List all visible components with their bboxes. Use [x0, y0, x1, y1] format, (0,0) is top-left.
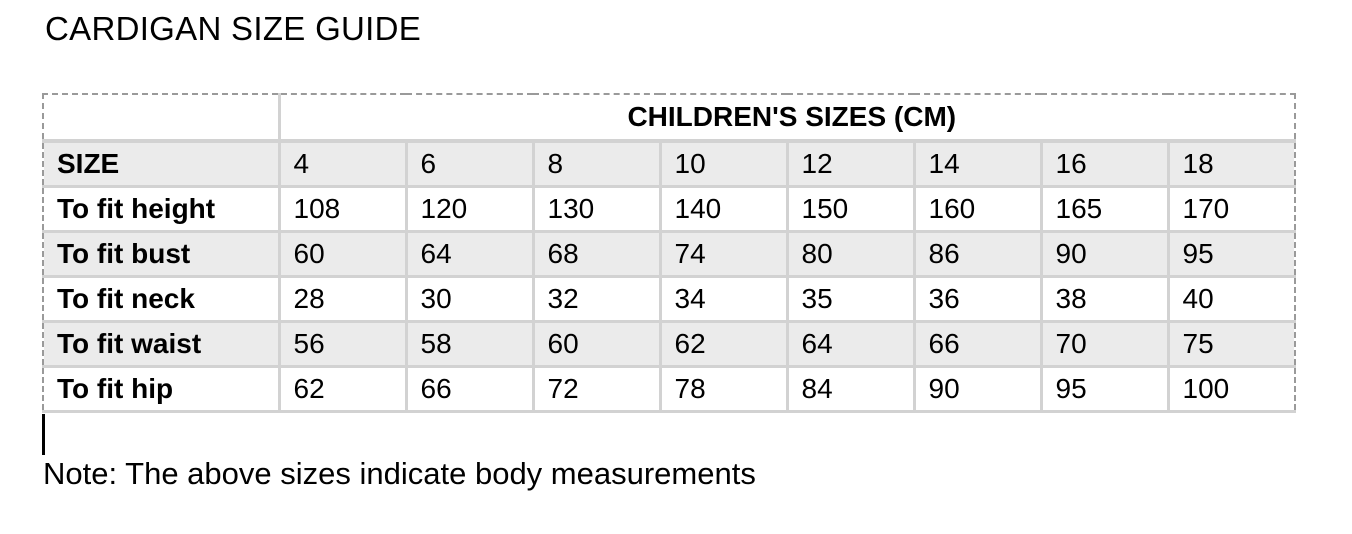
value-cell: 62	[658, 320, 789, 368]
value-cell: 80	[785, 230, 916, 278]
value-cell: 84	[785, 365, 916, 413]
value-cell: 72	[531, 365, 662, 413]
value-cell: 60	[531, 320, 662, 368]
value-cell: 40	[1166, 275, 1297, 323]
value-cell: 160	[912, 185, 1043, 233]
table-row-height: To fit height 108 120 130 140 150 160 16…	[42, 185, 1297, 233]
value-cell: 90	[1039, 230, 1170, 278]
value-cell: 100	[1166, 365, 1297, 413]
value-cell: 165	[1039, 185, 1170, 233]
size-guide-table: CHILDREN'S SIZES (CM) SIZE 4 6 8 10 12 1…	[42, 93, 1297, 413]
row-label-cell: SIZE	[42, 139, 281, 188]
value-cell: 75	[1166, 320, 1297, 368]
value-cell: 130	[531, 185, 662, 233]
page-title: CARDIGAN SIZE GUIDE	[45, 10, 422, 47]
value-cell: 66	[404, 365, 535, 413]
value-cell: 95	[1166, 230, 1297, 278]
value-cell: 68	[531, 230, 662, 278]
row-label-cell: To fit hip	[42, 365, 281, 413]
table-row-waist: To fit waist 56 58 60 62 64 66 70 75	[42, 320, 1297, 368]
row-label-cell: To fit bust	[42, 230, 281, 278]
row-label-cell: To fit waist	[42, 320, 281, 368]
table-row-bust: To fit bust 60 64 68 74 80 86 90 95	[42, 230, 1297, 278]
value-cell: 108	[277, 185, 408, 233]
value-cell: 60	[277, 230, 408, 278]
value-cell: 4	[277, 139, 408, 188]
value-cell: 28	[277, 275, 408, 323]
value-cell: 56	[277, 320, 408, 368]
value-cell: 12	[785, 139, 916, 188]
value-cell: 74	[658, 230, 789, 278]
note-text: Note: The above sizes indicate body meas…	[43, 456, 756, 491]
value-cell: 34	[658, 275, 789, 323]
value-cell: 64	[785, 320, 916, 368]
value-cell: 170	[1166, 185, 1297, 233]
value-cell: 120	[404, 185, 535, 233]
table-row-size: SIZE 4 6 8 10 12 14 16 18	[42, 139, 1297, 188]
value-cell: 8	[531, 139, 662, 188]
value-cell: 10	[658, 139, 789, 188]
value-cell: 90	[912, 365, 1043, 413]
value-cell: 66	[912, 320, 1043, 368]
value-cell: 64	[404, 230, 535, 278]
value-cell: 58	[404, 320, 535, 368]
value-cell: 6	[404, 139, 535, 188]
table-row-neck: To fit neck 28 30 32 34 35 36 38 40	[42, 275, 1297, 323]
value-cell: 30	[404, 275, 535, 323]
value-cell: 150	[785, 185, 916, 233]
table-header-row: CHILDREN'S SIZES (CM)	[42, 93, 1297, 143]
row-label-cell: To fit height	[42, 185, 281, 233]
value-cell: 38	[1039, 275, 1170, 323]
value-cell: 16	[1039, 139, 1170, 188]
table-row-hip: To fit hip 62 66 72 78 84 90 95 100	[42, 365, 1297, 413]
value-cell: 78	[658, 365, 789, 413]
value-cell: 14	[912, 139, 1043, 188]
value-cell: 140	[658, 185, 789, 233]
value-cell: 70	[1039, 320, 1170, 368]
value-cell: 32	[531, 275, 662, 323]
value-cell: 18	[1166, 139, 1297, 188]
group-header-cell: CHILDREN'S SIZES (CM)	[277, 93, 1297, 143]
value-cell: 62	[277, 365, 408, 413]
row-label-cell: To fit neck	[42, 275, 281, 323]
value-cell: 36	[912, 275, 1043, 323]
value-cell: 86	[912, 230, 1043, 278]
corner-cell	[42, 93, 281, 143]
value-cell: 35	[785, 275, 916, 323]
text-cursor-caret	[42, 414, 45, 455]
value-cell: 95	[1039, 365, 1170, 413]
